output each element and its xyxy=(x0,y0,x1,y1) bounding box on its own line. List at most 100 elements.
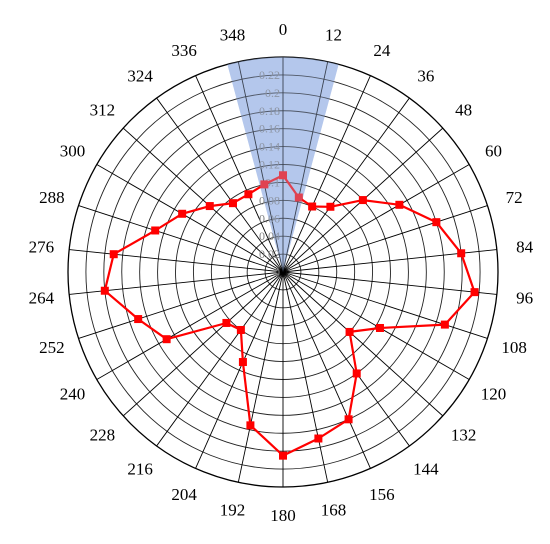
angle-tick-label: 300 xyxy=(60,142,86,161)
data-point xyxy=(344,415,353,424)
angle-spoke xyxy=(282,271,497,295)
data-point xyxy=(358,196,367,205)
angle-spoke xyxy=(282,271,410,447)
data-point xyxy=(100,286,109,295)
angle-tick-label: 120 xyxy=(481,385,507,404)
angle-spoke xyxy=(282,205,488,273)
series-layer xyxy=(100,171,479,460)
angle-spoke xyxy=(78,271,284,339)
angle-spoke xyxy=(282,75,371,273)
angle-tick-label: 12 xyxy=(325,25,342,44)
angle-tick-label: 72 xyxy=(506,188,523,207)
data-point xyxy=(294,193,303,202)
data-point xyxy=(151,226,160,235)
angle-spoke xyxy=(282,271,444,417)
angle-tick-label: 156 xyxy=(369,485,395,504)
radial-tick-label: 0.12 xyxy=(259,158,280,172)
angle-tick-label: 168 xyxy=(321,501,347,520)
angle-spoke xyxy=(156,271,284,447)
data-point xyxy=(375,323,384,332)
angle-spoke xyxy=(122,127,284,273)
data-point xyxy=(395,200,404,209)
angle-spoke xyxy=(282,271,329,483)
radial-tick-label: 0.2 xyxy=(265,86,280,100)
radial-tick-labels: 00.020.040.060.080.10.120.140.160.180.20… xyxy=(259,68,280,279)
angle-tick-label: 36 xyxy=(417,66,434,85)
data-point xyxy=(279,451,287,460)
angle-spoke xyxy=(237,271,284,483)
data-point xyxy=(222,318,231,327)
angle-tick-label: 144 xyxy=(413,460,439,479)
angle-spoke xyxy=(122,271,284,417)
angle-spoke xyxy=(195,75,284,273)
data-point xyxy=(109,250,118,259)
data-point xyxy=(440,320,449,329)
angle-tick-label: 276 xyxy=(29,238,55,257)
angle-tick-label: 216 xyxy=(127,460,153,479)
angle-tick-label: 228 xyxy=(90,426,116,445)
angle-tick-labels: 0 12 24 36 48 60 72 84 96 108 120 132 144 156 168 180 19… xyxy=(29,20,534,525)
angle-tick-label: 312 xyxy=(90,100,116,119)
data-point xyxy=(308,202,317,211)
data-point xyxy=(236,325,245,334)
radial-tick-label: 0.22 xyxy=(259,68,280,82)
angle-tick-label: 204 xyxy=(171,485,197,504)
angle-spoke xyxy=(156,97,284,273)
data-point xyxy=(470,288,479,297)
radial-tick-label: 0.18 xyxy=(259,104,280,118)
angle-spoke xyxy=(282,97,410,273)
data-point xyxy=(314,434,323,443)
angle-tick-label: 336 xyxy=(171,41,197,60)
angle-tick-label: 288 xyxy=(39,188,65,207)
data-point xyxy=(134,315,143,324)
angle-spoke xyxy=(78,205,284,273)
angle-tick-label: 48 xyxy=(455,100,472,119)
angle-spoke xyxy=(282,164,470,273)
data-point xyxy=(352,369,361,378)
data-point xyxy=(238,358,247,367)
data-point xyxy=(246,421,255,430)
angle-tick-label: 180 xyxy=(270,506,296,525)
data-point xyxy=(205,202,214,211)
angle-spoke xyxy=(96,271,284,380)
angle-tick-label: 84 xyxy=(516,238,534,257)
radial-tick-label: 0.04 xyxy=(259,229,280,243)
angle-tick-label: 264 xyxy=(29,288,55,307)
angle-tick-label: 60 xyxy=(485,142,502,161)
angle-tick-label: 96 xyxy=(516,288,533,307)
highlight-sector-overlay xyxy=(227,57,339,273)
data-point xyxy=(345,327,354,336)
radial-tick-label: 0.16 xyxy=(259,122,280,136)
angle-tick-label: 252 xyxy=(39,338,65,357)
angle-tick-label: 0 xyxy=(279,20,288,39)
data-point xyxy=(279,171,287,180)
radial-tick-label: 0.14 xyxy=(259,140,280,154)
data-point xyxy=(178,209,187,218)
radial-tick-label: 0.06 xyxy=(259,211,280,225)
angle-spoke xyxy=(282,271,488,339)
angle-spoke xyxy=(69,249,284,273)
data-point xyxy=(228,199,237,208)
angle-spokes xyxy=(69,57,497,487)
angle-tick-label: 240 xyxy=(60,385,86,404)
angle-spoke xyxy=(282,61,329,273)
radial-tick-label: 0.08 xyxy=(259,193,280,207)
data-point xyxy=(162,335,171,344)
angle-tick-label: 348 xyxy=(220,25,246,44)
angle-tick-label: 192 xyxy=(220,501,246,520)
angle-spoke xyxy=(195,271,284,469)
data-point xyxy=(457,249,466,258)
angle-spoke xyxy=(282,271,371,469)
angle-tick-label: 108 xyxy=(501,338,527,357)
angle-tick-label: 24 xyxy=(373,41,391,60)
radial-tick-label: 0.02 xyxy=(259,247,280,261)
angle-spoke xyxy=(96,164,284,273)
radial-tick-label: 0 xyxy=(274,265,280,279)
data-point xyxy=(432,218,441,227)
data-point xyxy=(260,180,269,189)
data-point xyxy=(326,202,335,211)
data-point xyxy=(244,190,253,199)
angle-tick-label: 132 xyxy=(451,426,477,445)
angle-tick-label: 324 xyxy=(127,66,153,85)
